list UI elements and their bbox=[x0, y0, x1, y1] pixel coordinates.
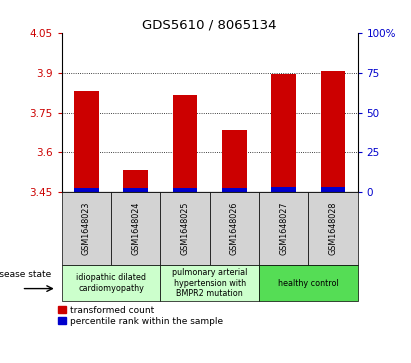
Bar bbox=[210, 192, 259, 265]
Text: GSM1648024: GSM1648024 bbox=[131, 202, 140, 256]
Bar bbox=[271, 187, 296, 192]
Bar bbox=[308, 192, 358, 265]
Bar bbox=[222, 130, 247, 192]
Bar bbox=[123, 170, 148, 192]
Bar bbox=[173, 188, 197, 192]
Bar bbox=[259, 265, 358, 301]
Title: GDS5610 / 8065134: GDS5610 / 8065134 bbox=[142, 19, 277, 32]
Bar bbox=[74, 91, 99, 192]
Bar bbox=[173, 95, 197, 192]
Bar bbox=[160, 265, 259, 301]
Text: disease state: disease state bbox=[0, 270, 52, 278]
Text: healthy control: healthy control bbox=[278, 279, 339, 287]
Bar bbox=[111, 192, 160, 265]
Text: GSM1648027: GSM1648027 bbox=[279, 202, 288, 256]
Text: GSM1648023: GSM1648023 bbox=[82, 202, 91, 256]
Bar bbox=[321, 187, 345, 192]
Text: GSM1648028: GSM1648028 bbox=[328, 202, 337, 256]
Text: idiopathic dilated
cardiomyopathy: idiopathic dilated cardiomyopathy bbox=[76, 273, 146, 293]
Bar bbox=[222, 188, 247, 192]
Bar bbox=[160, 192, 210, 265]
Text: GSM1648026: GSM1648026 bbox=[230, 202, 239, 256]
Bar bbox=[123, 188, 148, 192]
Text: pulmonary arterial
hypertension with
BMPR2 mutation: pulmonary arterial hypertension with BMP… bbox=[172, 268, 247, 298]
Bar bbox=[321, 71, 345, 192]
Text: GSM1648025: GSM1648025 bbox=[180, 202, 189, 256]
Bar bbox=[271, 74, 296, 192]
Legend: transformed count, percentile rank within the sample: transformed count, percentile rank withi… bbox=[58, 306, 223, 326]
Bar bbox=[259, 192, 308, 265]
Bar bbox=[62, 265, 160, 301]
Bar bbox=[74, 188, 99, 192]
Bar bbox=[62, 192, 111, 265]
